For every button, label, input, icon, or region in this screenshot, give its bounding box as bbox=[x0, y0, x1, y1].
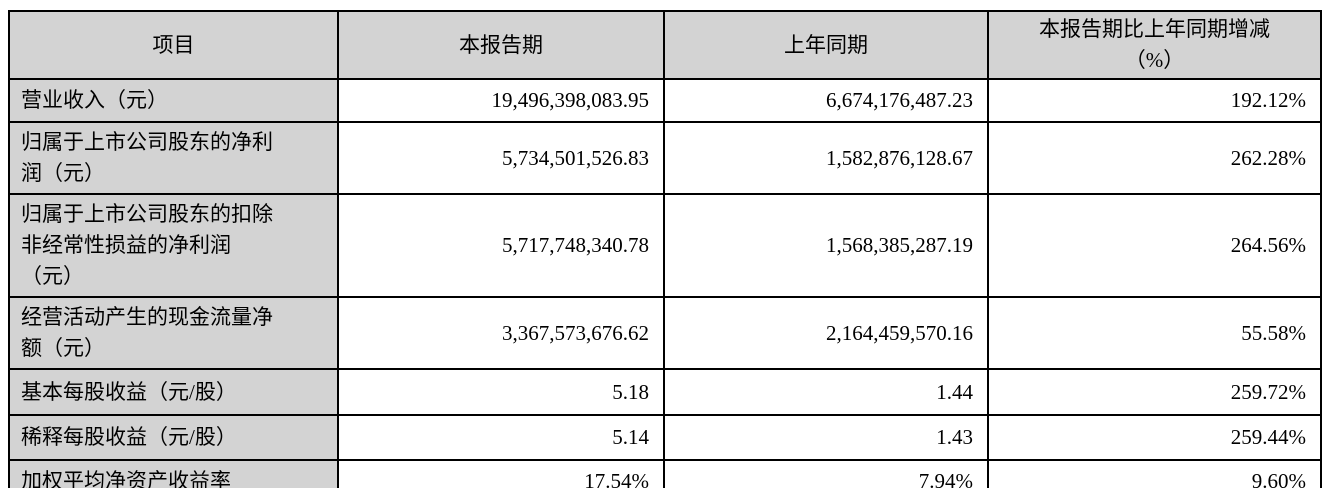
change-cell: 262.28% bbox=[987, 121, 1322, 195]
change-cell: 264.56% bbox=[987, 193, 1322, 298]
change-cell: 55.58% bbox=[987, 296, 1322, 370]
change-cell: 9.60% bbox=[987, 459, 1322, 488]
prior-period-cell: 1.44 bbox=[663, 368, 989, 416]
column-header-item: 项目 bbox=[8, 10, 339, 80]
change-cell: 192.12% bbox=[987, 78, 1322, 123]
current-period-cell: 19,496,398,083.95 bbox=[337, 78, 665, 123]
current-period-cell: 3,367,573,676.62 bbox=[337, 296, 665, 370]
prior-period-cell: 1,582,876,128.67 bbox=[663, 121, 989, 195]
financial-summary-table: 项目 本报告期 上年同期 本报告期比上年同期增减 （%） 营业收入（元） 19,… bbox=[8, 10, 1322, 488]
prior-period-cell: 7.94% bbox=[663, 459, 989, 488]
prior-period-cell: 1.43 bbox=[663, 414, 989, 461]
prior-period-cell: 1,568,385,287.19 bbox=[663, 193, 989, 298]
item-cell: 归属于上市公司股东的净利润（元） bbox=[8, 121, 339, 195]
current-period-cell: 5,734,501,526.83 bbox=[337, 121, 665, 195]
table-row: 归属于上市公司股东的扣除非经常性损益的净利润（元） 5,717,748,340.… bbox=[8, 193, 1322, 298]
change-header-line2: （%） bbox=[1124, 48, 1185, 72]
change-header-line1: 本报告期比上年同期增减 bbox=[1039, 17, 1270, 41]
column-header-change-percent: 本报告期比上年同期增减 （%） bbox=[987, 10, 1322, 80]
table-row: 加权平均净资产收益率 17.54% 7.94% 9.60% bbox=[8, 459, 1322, 488]
current-period-cell: 17.54% bbox=[337, 459, 665, 488]
item-cell: 加权平均净资产收益率 bbox=[8, 459, 339, 488]
current-period-cell: 5,717,748,340.78 bbox=[337, 193, 665, 298]
item-cell: 稀释每股收益（元/股） bbox=[8, 414, 339, 461]
prior-period-cell: 6,674,176,487.23 bbox=[663, 78, 989, 123]
prior-period-cell: 2,164,459,570.16 bbox=[663, 296, 989, 370]
item-cell: 营业收入（元） bbox=[8, 78, 339, 123]
column-header-current-period: 本报告期 bbox=[337, 10, 665, 80]
item-cell: 基本每股收益（元/股） bbox=[8, 368, 339, 416]
item-cell: 归属于上市公司股东的扣除非经常性损益的净利润（元） bbox=[8, 193, 339, 298]
column-header-prior-period: 上年同期 bbox=[663, 10, 989, 80]
table-row: 稀释每股收益（元/股） 5.14 1.43 259.44% bbox=[8, 414, 1322, 461]
table-row: 经营活动产生的现金流量净额（元） 3,367,573,676.62 2,164,… bbox=[8, 296, 1322, 370]
table-row: 营业收入（元） 19,496,398,083.95 6,674,176,487.… bbox=[8, 78, 1322, 123]
table-header-row: 项目 本报告期 上年同期 本报告期比上年同期增减 （%） bbox=[8, 10, 1322, 80]
current-period-cell: 5.18 bbox=[337, 368, 665, 416]
current-period-cell: 5.14 bbox=[337, 414, 665, 461]
change-cell: 259.72% bbox=[987, 368, 1322, 416]
change-cell: 259.44% bbox=[987, 414, 1322, 461]
table-row: 归属于上市公司股东的净利润（元） 5,734,501,526.83 1,582,… bbox=[8, 121, 1322, 195]
table-row: 基本每股收益（元/股） 5.18 1.44 259.72% bbox=[8, 368, 1322, 416]
item-cell: 经营活动产生的现金流量净额（元） bbox=[8, 296, 339, 370]
